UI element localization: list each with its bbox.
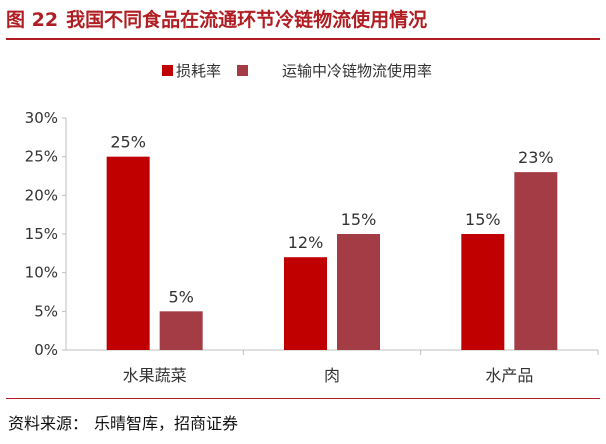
source-note: 资料来源： 乐晴智库，招商证券 [8, 410, 238, 434]
source-text: 乐晴智库，招商证券 [94, 414, 239, 433]
y-tick-label: 20% [25, 186, 58, 204]
data-label: 25% [110, 133, 146, 152]
bar [284, 257, 327, 350]
y-tick-label: 25% [25, 148, 58, 166]
y-tick-label: 5% [34, 302, 58, 320]
data-label: 23% [518, 148, 554, 167]
bar [461, 234, 505, 350]
y-tick-label: 15% [25, 225, 58, 243]
data-label: 5% [168, 287, 193, 306]
data-label: 15% [465, 210, 501, 229]
figure-number: 图 22 [6, 9, 59, 31]
y-tick-label: 30% [25, 109, 58, 127]
source-rule [6, 398, 600, 399]
data-label: 15% [341, 210, 377, 229]
data-label: 12% [288, 233, 324, 252]
title-rule [6, 38, 600, 40]
bar [514, 172, 558, 350]
x-tick-label: 水产品 [485, 366, 533, 385]
y-tick-label: 10% [25, 264, 58, 282]
legend-label-2: 运输中冷链物流使用率 [282, 62, 432, 80]
x-tick-label: 水果蔬菜 [123, 366, 187, 385]
bar [337, 234, 380, 350]
y-tick-label: 0% [34, 341, 58, 359]
bar [159, 311, 203, 350]
bar [106, 156, 150, 350]
bar-chart: 损耗率 运输中冷链物流使用率 0% 5% 10% 15% 20% 25% 30% 25% 5% 水果蔬… [25, 62, 599, 385]
legend-swatch-1 [162, 65, 173, 76]
figure-title-text: 我国不同食品在流通环节冷链物流使用情况 [66, 9, 428, 31]
legend-swatch-2 [237, 65, 248, 76]
figure-title: 图 22 我国不同食品在流通环节冷链物流使用情况 [6, 4, 600, 38]
x-tick-label: 肉 [324, 366, 340, 385]
legend-label-1: 损耗率 [176, 62, 221, 80]
source-label: 资料来源： [8, 414, 89, 433]
